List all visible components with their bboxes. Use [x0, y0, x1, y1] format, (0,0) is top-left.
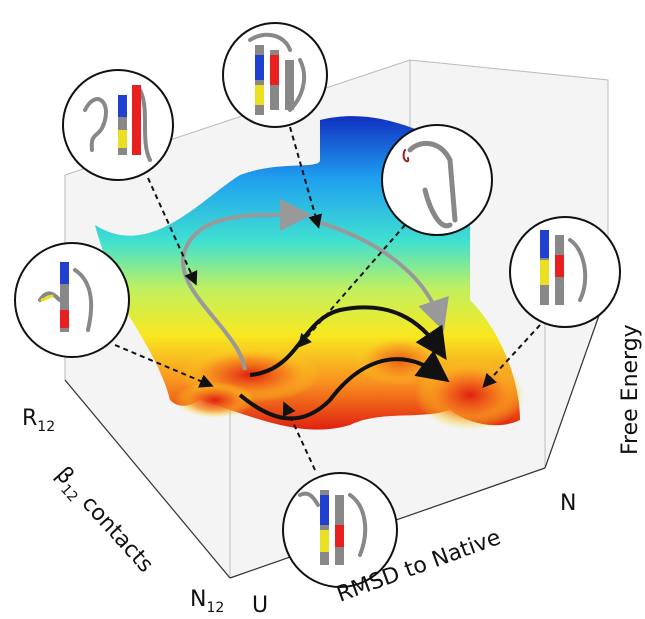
tick-sub: 12: [206, 600, 224, 616]
structure-inset: [15, 243, 129, 357]
structure-inset: [510, 217, 620, 327]
beta-tick-label: R12: [22, 406, 55, 435]
tick-main: R: [22, 406, 37, 431]
rmsd-tick-label: N: [560, 491, 576, 516]
beta-axis-label: β12 contacts: [48, 462, 158, 580]
figure: R12 N12 β12 contacts U N RMSD to Native …: [0, 0, 645, 619]
label-rest: contacts: [72, 486, 158, 578]
structure-inset: [63, 70, 173, 180]
rmsd-tick-label: U: [252, 593, 268, 618]
beta-tick-label: N12: [190, 587, 224, 616]
tick-main: N: [190, 587, 206, 612]
structure-inset: [223, 23, 327, 127]
structure-inset: [382, 125, 492, 235]
energy-axis-label: Free Energy: [618, 324, 643, 455]
tick-sub: 12: [37, 419, 55, 435]
